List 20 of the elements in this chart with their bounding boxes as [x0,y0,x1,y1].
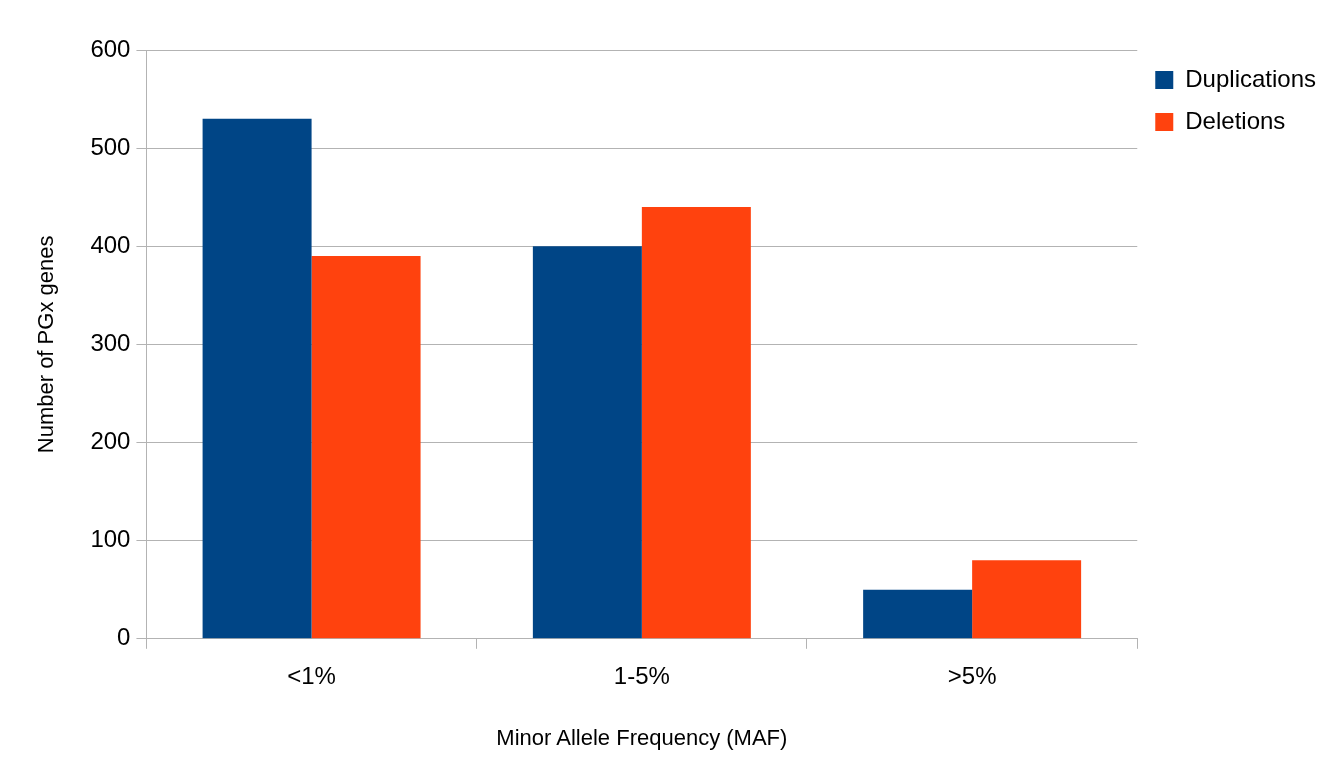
bar [311,256,421,639]
y-tick-label: 200 [90,427,131,455]
bar [532,246,642,639]
y-tick-label: 600 [90,34,131,62]
bar [641,207,751,639]
x-axis-title: Minor Allele Frequency (MAF) [496,724,788,750]
bar [972,560,1082,639]
y-tick-label: 300 [90,329,131,357]
bar [202,118,312,639]
y-axis-title: Number of PGx genes [33,235,59,454]
x-tick-label: <1% [287,661,336,689]
bar [863,589,973,639]
y-tick-label: 500 [90,132,131,160]
y-tick-label: 400 [90,230,131,258]
x-tick-label: 1-5% [613,661,670,689]
legend-label: Duplications [1185,64,1316,92]
legend-label: Deletions [1185,106,1286,134]
x-tick-label: >5% [947,661,997,689]
y-tick-label: 0 [117,623,131,651]
y-tick-label: 100 [90,525,131,553]
